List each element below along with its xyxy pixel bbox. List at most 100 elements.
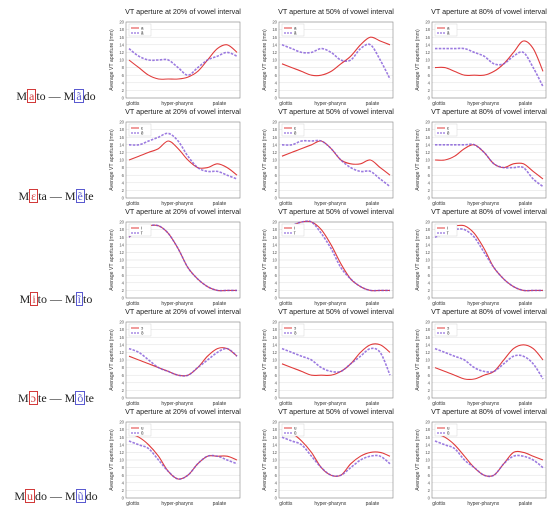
y-tick-label: 0 xyxy=(275,296,278,301)
x-tick-label: palate xyxy=(519,201,533,207)
x-tick-label: hyper-pharynx xyxy=(467,301,499,307)
x-tick-label: palate xyxy=(519,101,533,107)
y-tick-label: 6 xyxy=(275,273,278,278)
chart-title: VT aperture at 80% of vowel interval xyxy=(431,107,547,116)
series-line-oral xyxy=(434,40,544,77)
y-tick-label: 6 xyxy=(428,373,431,378)
plot-frame xyxy=(278,221,394,299)
y-axis-label: Average VT aperture (mm) xyxy=(415,29,421,91)
x-tick-label: glottis xyxy=(432,501,446,507)
y-tick-label: 6 xyxy=(275,473,278,478)
legend-box xyxy=(128,223,152,237)
y-tick-label: 12 xyxy=(425,350,430,355)
y-tick-label: 18 xyxy=(119,227,124,232)
y-tick-label: 18 xyxy=(272,27,277,32)
row-label-suffix: te xyxy=(84,189,94,203)
oral-vowel-label: a xyxy=(27,89,37,103)
y-tick-label: 10 xyxy=(425,458,430,463)
legend-box xyxy=(281,423,305,437)
y-axis-label: Average VT aperture (mm) xyxy=(415,229,421,291)
chart-title: VT aperture at 20% of vowel interval xyxy=(125,107,241,116)
series-line-oral xyxy=(434,432,544,477)
y-tick-label: 10 xyxy=(119,258,124,263)
chart-panel-8: VT aperture at 80% of vowel interval Aver… xyxy=(415,207,547,307)
y-tick-label: 0 xyxy=(122,196,125,201)
legend-box xyxy=(128,123,152,137)
y-tick-label: 20 xyxy=(272,420,277,425)
series-line-oral xyxy=(128,44,238,80)
y-tick-label: 6 xyxy=(275,73,278,78)
plot-frame xyxy=(431,421,547,499)
y-tick-label: 4 xyxy=(122,180,125,185)
y-tick-label: 2 xyxy=(122,488,125,493)
plot-frame xyxy=(431,21,547,99)
y-tick-label: 10 xyxy=(272,58,277,63)
series-line-oral xyxy=(281,140,391,176)
y-tick-label: 6 xyxy=(428,173,431,178)
y-tick-label: 0 xyxy=(122,296,125,301)
y-axis-label: Average VT aperture (mm) xyxy=(109,29,115,91)
legend-label: ẽ xyxy=(294,131,297,136)
legend-label: ẽ xyxy=(141,131,144,136)
series-line-oral xyxy=(281,429,391,477)
y-tick-label: 14 xyxy=(272,42,277,47)
x-tick-label: hyper-pharynx xyxy=(314,301,346,307)
y-tick-label: 12 xyxy=(272,50,277,55)
y-tick-label: 0 xyxy=(122,496,125,501)
y-tick-label: 20 xyxy=(272,120,277,125)
legend-label: ẽ xyxy=(447,131,450,136)
plot-frame xyxy=(278,321,394,399)
y-tick-label: 4 xyxy=(122,480,125,485)
x-tick-label: palate xyxy=(366,101,380,107)
row-label-prefix: M xyxy=(14,489,25,503)
x-tick-label: glottis xyxy=(279,301,293,307)
y-tick-label: 20 xyxy=(272,320,277,325)
row-label-prefix: M xyxy=(18,189,30,203)
y-tick-label: 4 xyxy=(122,80,125,85)
y-tick-label: 4 xyxy=(428,380,431,385)
y-tick-label: 12 xyxy=(119,350,124,355)
legend-label: ɛ xyxy=(294,126,296,131)
y-tick-label: 14 xyxy=(272,142,277,147)
y-tick-label: 12 xyxy=(272,150,277,155)
legend-label: õ xyxy=(294,331,297,336)
x-tick-label: hyper-pharynx xyxy=(467,501,499,507)
y-tick-label: 18 xyxy=(272,127,277,132)
row-label-suffix: do xyxy=(83,89,96,103)
y-tick-label: 14 xyxy=(425,142,430,147)
y-tick-label: 8 xyxy=(275,265,278,270)
x-tick-label: hyper-pharynx xyxy=(467,201,499,207)
plot-frame xyxy=(278,421,394,499)
y-tick-label: 4 xyxy=(275,480,278,485)
chart-title: VT aperture at 50% of vowel interval xyxy=(278,307,394,316)
x-tick-label: hyper-pharynx xyxy=(314,401,346,407)
x-tick-label: palate xyxy=(366,301,380,307)
plot-frame xyxy=(431,321,547,399)
y-axis-label: Average VT aperture (mm) xyxy=(415,429,421,491)
y-tick-label: 0 xyxy=(275,196,278,201)
series-line-oral xyxy=(128,347,238,377)
y-tick-label: 16 xyxy=(425,435,430,440)
y-tick-label: 4 xyxy=(275,280,278,285)
x-tick-label: glottis xyxy=(279,501,293,507)
y-tick-label: 2 xyxy=(428,488,431,493)
y-tick-label: 12 xyxy=(272,450,277,455)
x-tick-label: glottis xyxy=(126,501,140,507)
y-tick-label: 4 xyxy=(428,280,431,285)
y-tick-label: 20 xyxy=(272,20,277,25)
row-label-middle: ta — M xyxy=(38,189,76,203)
y-tick-label: 6 xyxy=(122,273,125,278)
nasal-vowel-label: õ xyxy=(75,391,86,405)
x-tick-label: palate xyxy=(213,301,227,307)
y-tick-label: 18 xyxy=(119,327,124,332)
series-line-nasal xyxy=(281,139,391,188)
y-tick-label: 4 xyxy=(428,480,431,485)
legend-box xyxy=(434,23,458,37)
y-tick-label: 16 xyxy=(119,335,124,340)
oral-vowel-label: i xyxy=(30,292,38,306)
y-axis-label: Average VT aperture (mm) xyxy=(415,329,421,391)
y-tick-label: 10 xyxy=(119,458,124,463)
legend-box xyxy=(128,23,152,37)
